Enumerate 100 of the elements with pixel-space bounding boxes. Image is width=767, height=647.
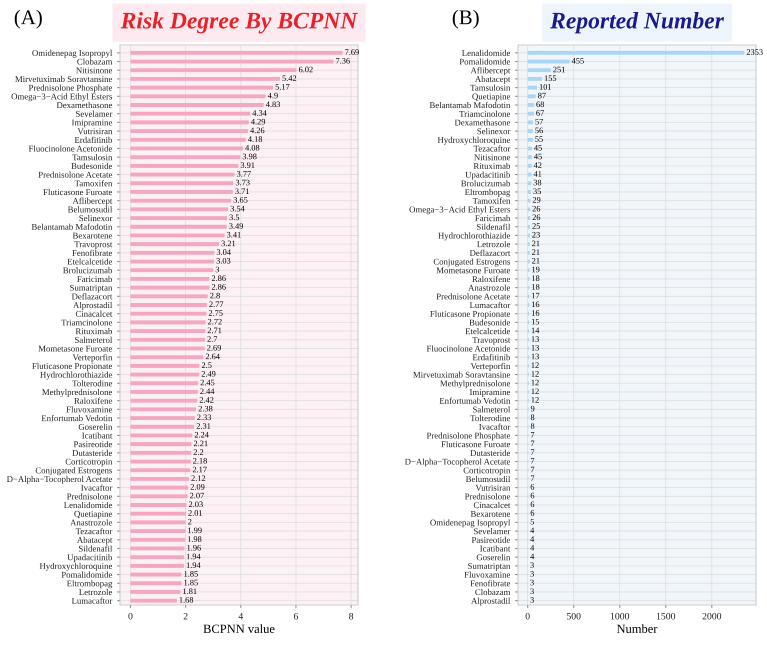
data-label: 2.03: [188, 501, 203, 508]
data-label: 18: [532, 275, 540, 281]
data-label: 4.18: [248, 136, 262, 142]
data-label: 7: [530, 449, 534, 455]
data-label: 7.69: [345, 49, 359, 55]
bar: [528, 112, 534, 116]
bar: [130, 546, 185, 550]
data-label: 3.21: [221, 240, 236, 246]
x-tick-label: 8: [349, 612, 354, 620]
bar: [130, 250, 214, 255]
y-tick-label: Imipramine: [470, 389, 510, 397]
data-label: 3.91: [240, 162, 254, 168]
y-tick-label: Pomalidomide: [460, 58, 510, 65]
y-tick-label: Goserelin: [476, 554, 510, 560]
bar: [130, 476, 189, 481]
y-tick-label: Icatibant: [480, 545, 510, 552]
data-label: 3.71: [235, 188, 249, 194]
data-label: 7.36: [336, 58, 350, 64]
x-tick-label: 4: [238, 612, 244, 620]
y-tick-label: Deflazacort: [72, 293, 112, 300]
bar: [130, 164, 238, 168]
y-tick-label: Prednisolone Phosphate: [426, 432, 510, 440]
y-tick-label: D−Alpha−Tocopherol Acetate: [404, 458, 510, 466]
data-label: 3: [530, 571, 534, 577]
data-label: 2.64: [206, 354, 220, 360]
bar: [130, 129, 248, 134]
y-tick-label: Sildenafil: [476, 224, 510, 230]
data-label: 8: [530, 423, 534, 429]
bar: [130, 572, 182, 577]
y-tick-label: Prednisolone Acetate: [436, 293, 510, 300]
y-tick-label: Omidenepag Isopropyl: [430, 519, 510, 528]
bar: [130, 338, 205, 342]
y-tick-label: Fluvoxamine: [66, 406, 112, 412]
bar: [130, 86, 274, 90]
bar: [130, 503, 186, 507]
y-tick-label: Enfortumab Vedotin: [42, 414, 112, 422]
y-tick-label: Fluvoxamine: [464, 572, 510, 578]
y-tick-label: Tezacaftor: [76, 528, 112, 534]
bar: [528, 68, 551, 72]
y-tick-label: Cinacalcet: [76, 310, 112, 317]
y-tick-label: Clobazam: [475, 588, 510, 596]
data-label: 42: [534, 162, 542, 168]
bar: [528, 103, 534, 107]
y-tick-label: Vutrisiran: [476, 484, 510, 491]
y-tick-label: Prednisolone: [464, 493, 510, 500]
y-tick-label: Hydrochlorothiazide: [40, 372, 112, 380]
data-label: 6: [530, 484, 534, 490]
data-label: 87: [538, 92, 546, 98]
data-label: 45: [534, 144, 542, 151]
text: (B): [452, 10, 479, 29]
data-label: 251: [553, 66, 565, 72]
data-label: 57: [535, 118, 544, 124]
bar: [130, 60, 334, 64]
y-tick-label: Fluocinolone Acetonide: [28, 145, 112, 152]
data-label: 1.81: [183, 588, 197, 594]
bar: [130, 146, 243, 150]
y-tick-label: Ivacaftor: [479, 424, 510, 430]
y-tick-label: Deflazacort: [470, 250, 510, 256]
bar: [528, 50, 744, 55]
bar: [528, 172, 532, 177]
bar: [130, 398, 198, 403]
chart-title: Reported Number: [550, 12, 724, 34]
data-label: 25: [532, 223, 540, 229]
bar: [528, 198, 530, 203]
data-label: 6: [530, 501, 534, 508]
data-label: 3.04: [216, 249, 231, 255]
data-label: 3.98: [242, 154, 257, 160]
data-label: 2.21: [194, 440, 208, 446]
data-label: 2.24: [194, 432, 209, 438]
y-tick-label: Selinexor: [79, 215, 112, 222]
bar: [130, 520, 186, 524]
data-label: 4.83: [266, 101, 280, 108]
data-label: 3.41: [227, 232, 241, 238]
data-label: 2.8: [210, 292, 220, 298]
y-tick-label: Abatacept: [76, 536, 112, 545]
bar: [130, 286, 210, 290]
data-label: 7: [530, 458, 534, 464]
data-label: 17: [532, 292, 540, 298]
data-label: 4.08: [245, 144, 260, 151]
y-tick-label: Lumacaftor: [72, 598, 112, 604]
y-tick-label: Fluticasone Propionate: [430, 310, 510, 319]
y-tick-label: Fluticasone Propionate: [32, 362, 112, 371]
text: (A): [14, 10, 42, 29]
y-tick-label: Salmeterol: [473, 406, 510, 412]
bar: [528, 120, 533, 124]
data-label: 12: [532, 362, 539, 368]
y-tick-label: Pasireotide: [472, 536, 510, 543]
data-label: 2.75: [208, 310, 223, 316]
y-tick-label: Budesonide: [469, 319, 510, 326]
y-tick-label: Pomalidomide: [62, 572, 112, 578]
data-label: 4: [530, 536, 534, 542]
data-label: 55: [535, 136, 543, 142]
y-tick-label: Upadacitinib: [465, 172, 510, 180]
data-label: 2.71: [208, 328, 222, 334]
data-label: 3.54: [230, 206, 245, 212]
y-tick-label: Quetiapine: [74, 510, 112, 519]
y-tick-label: Alprostadil: [73, 302, 112, 310]
y-tick-label: Travoprost: [472, 337, 510, 345]
data-label: 4.34: [252, 110, 267, 116]
y-tick-label: Conjugated Estrogens: [434, 258, 510, 266]
